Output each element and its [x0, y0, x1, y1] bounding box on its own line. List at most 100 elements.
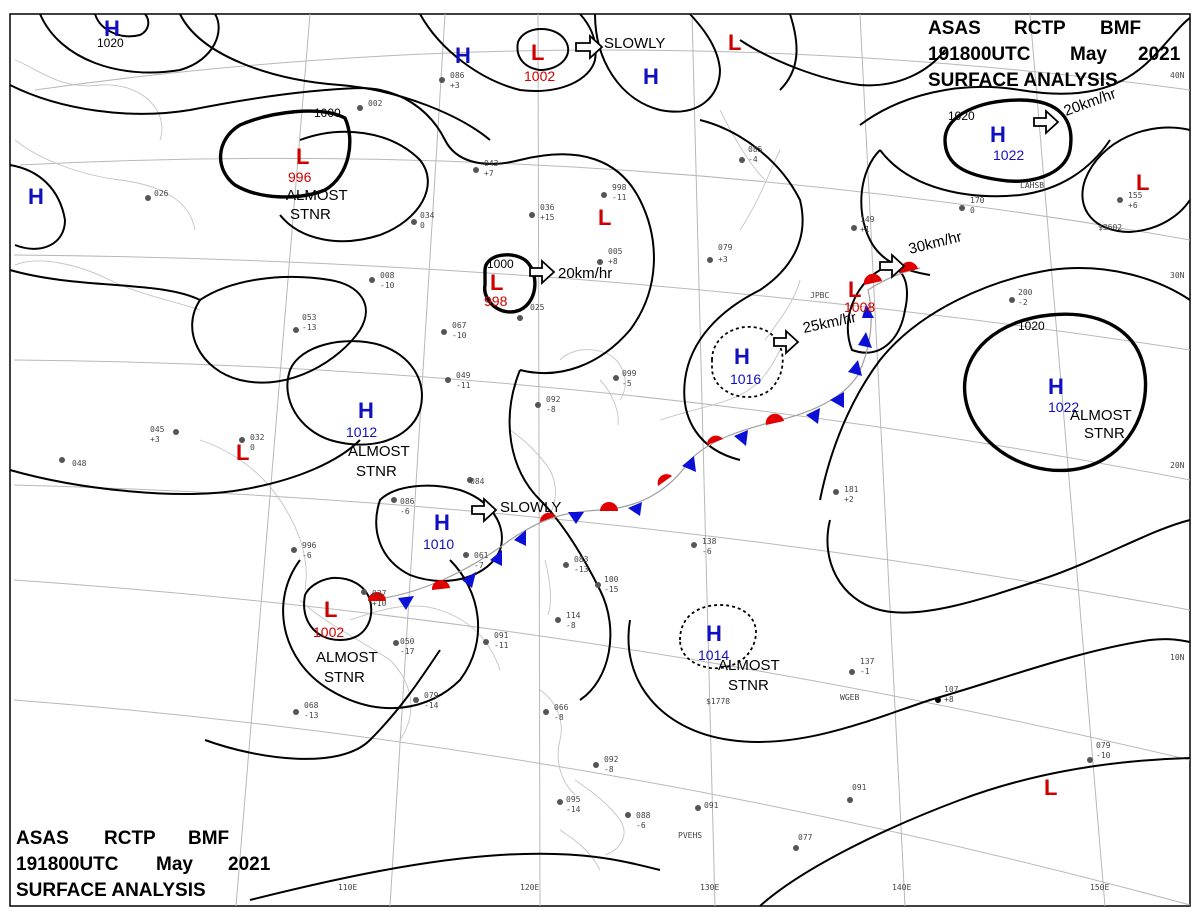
station-value: -8	[566, 621, 576, 630]
station-value: 170	[970, 196, 985, 205]
lat-label: 10N	[1170, 653, 1185, 662]
station-value: 085	[748, 145, 763, 154]
station-value: 005	[608, 247, 623, 256]
pressure-center: L	[296, 144, 309, 169]
station-value: 002	[368, 99, 383, 108]
movement-label: SLOWLY	[604, 35, 665, 52]
warm-front-markers	[368, 261, 918, 601]
header-station: RCTP	[1014, 18, 1066, 39]
movement-label: SLOWLY	[500, 499, 561, 516]
station-value: 092	[604, 755, 619, 764]
lat-label: 20N	[1170, 461, 1185, 470]
pressure-center: H	[990, 122, 1006, 147]
header-title: SURFACE ANALYSIS	[16, 880, 206, 901]
station-value: -13	[574, 565, 589, 574]
station-value: 026	[154, 189, 169, 198]
station-value: -7	[474, 561, 484, 570]
status-label: STNR	[728, 677, 769, 694]
isobar-value-4: 1020	[1018, 319, 1045, 333]
station-value: 0	[970, 206, 975, 215]
status-label: ALMOST	[1070, 407, 1132, 424]
map-frame	[9, 13, 1191, 907]
pressure-center: H	[358, 398, 374, 423]
station-value: 137	[860, 657, 875, 666]
graticule	[13, 13, 1191, 907]
station-value: +6	[1128, 201, 1138, 210]
station-value: 045	[150, 425, 165, 434]
station-value: 050	[400, 637, 415, 646]
header-station: RCTP	[104, 828, 156, 849]
status-label: ALMOST	[348, 443, 410, 460]
pressure-center: L	[728, 30, 741, 55]
station-value: 107	[944, 685, 959, 694]
station-value: 034	[420, 211, 435, 220]
lon-label: 150E	[1090, 883, 1109, 892]
station-value: 149	[860, 215, 875, 224]
pressure-center: L	[1044, 775, 1057, 800]
station-plots: 086+3 002 043+7 998-11 036+15 005+8 079+…	[59, 71, 1143, 851]
pressure-center: L	[490, 270, 503, 295]
status-label: ALMOST	[718, 657, 780, 674]
station-value: 181	[844, 485, 859, 494]
pressure-center: L	[848, 277, 861, 302]
station-value: -11	[494, 641, 509, 650]
station-id: $3602	[1098, 223, 1122, 232]
pressure-center: H	[643, 64, 659, 89]
header-time: 191800UTC	[928, 44, 1031, 65]
lon-label: 110E	[338, 883, 357, 892]
lat-label: 30N	[1170, 271, 1185, 280]
station-value: 061	[474, 551, 489, 560]
header-month: May	[1070, 44, 1107, 65]
pressure-value: 1014	[698, 647, 729, 663]
header-agency: ASAS	[928, 18, 981, 39]
axis-labels: 110E 120E 130E 140E 150E 40N 30N 20N 10N	[338, 71, 1185, 892]
status-label: ALMOST	[316, 649, 378, 666]
station-value: 155	[1128, 191, 1143, 200]
station-value: 084	[470, 477, 485, 486]
station-value: 086	[450, 71, 465, 80]
station-id: $1778	[706, 697, 730, 706]
station-value: 200	[1018, 288, 1033, 297]
station-value: 092	[546, 395, 561, 404]
station-value: 067	[452, 321, 467, 330]
pressure-value: 1022	[993, 147, 1024, 163]
station-value: 008	[380, 271, 395, 280]
pressure-center: H	[28, 184, 44, 209]
station-value: -13	[304, 711, 319, 720]
station-value: -6	[400, 507, 410, 516]
station-value: 032	[250, 433, 265, 442]
station-value: 138	[702, 537, 717, 546]
station-value: 025	[530, 303, 545, 312]
station-value: -14	[424, 701, 439, 710]
station-id: PVEHS	[678, 831, 702, 840]
station-value: 049	[456, 371, 471, 380]
station-value: -1	[860, 667, 870, 676]
station-value: 100	[604, 575, 619, 584]
station-id: LAHSB	[1020, 181, 1044, 190]
station-value: +1	[860, 225, 870, 234]
station-value: -14	[566, 805, 581, 814]
station-value: 0	[250, 443, 255, 452]
station-value: +7	[484, 169, 494, 178]
station-value: 079	[424, 691, 439, 700]
station-value: -6	[702, 547, 712, 556]
station-value: -8	[554, 713, 564, 722]
station-id: JPBC	[810, 291, 829, 300]
pressure-center: L	[1136, 170, 1149, 195]
station-value: -10	[452, 331, 467, 340]
header-title: SURFACE ANALYSIS	[928, 70, 1118, 91]
station-value: 091	[704, 801, 719, 810]
isobar-value-1: 1020	[948, 109, 975, 123]
station-value: 083	[574, 555, 589, 564]
header-month: May	[156, 854, 193, 875]
lon-label: 140E	[892, 883, 911, 892]
station-value: -8	[546, 405, 556, 414]
status-label: STNR	[290, 206, 331, 223]
pressure-center: L	[598, 205, 611, 230]
station-value: 036	[540, 203, 555, 212]
pressure-center: L	[324, 597, 337, 622]
pressure-center: H	[455, 43, 471, 68]
station-value: -10	[1096, 751, 1111, 760]
status-label: STNR	[1084, 425, 1125, 442]
station-value: +3	[450, 81, 460, 90]
